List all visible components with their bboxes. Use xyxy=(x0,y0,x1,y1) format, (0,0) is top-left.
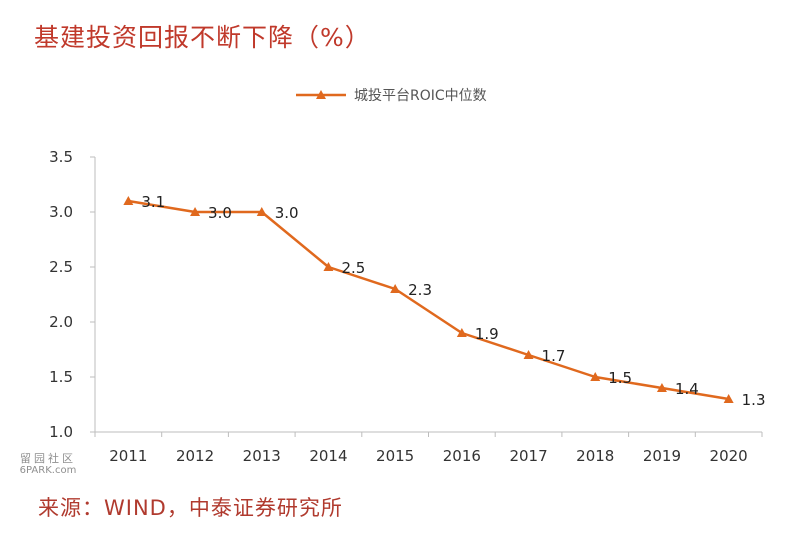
data-label: 2.5 xyxy=(341,259,365,277)
x-tick-label: 2013 xyxy=(243,447,281,465)
data-label: 1.3 xyxy=(742,391,766,409)
data-point-marker xyxy=(390,284,401,293)
data-label: 1.5 xyxy=(608,369,632,387)
x-tick-label: 2017 xyxy=(509,447,547,465)
data-label: 1.4 xyxy=(675,380,699,398)
data-point-marker xyxy=(323,262,334,271)
x-tick-label: 2018 xyxy=(576,447,614,465)
data-point-marker xyxy=(190,207,201,216)
data-label: 1.9 xyxy=(475,325,499,343)
y-tick-label: 1.5 xyxy=(49,368,73,386)
data-point-marker xyxy=(723,394,734,403)
data-point-marker xyxy=(256,207,267,216)
data-point-marker xyxy=(590,372,601,381)
source-note: 来源：WIND，中泰证券研究所 xyxy=(38,496,343,520)
legend-marker-swatch xyxy=(316,90,326,99)
chart-series: 3.1 3.0 3.0 2.5 2.3 1.9 1.7 1.5 1.4 1.3 xyxy=(123,193,766,409)
y-tick-label: 2.0 xyxy=(49,313,73,331)
x-tick-label: 2015 xyxy=(376,447,414,465)
data-label: 3.1 xyxy=(141,193,165,211)
y-tick-label: 2.5 xyxy=(49,258,73,276)
x-tick-label: 2014 xyxy=(309,447,347,465)
y-tick-label: 3.5 xyxy=(49,148,73,166)
legend-label: 城投平台ROIC中位数 xyxy=(354,88,487,104)
chart-axes: 3.5 3.0 2.5 2.0 1.5 1.0 2011 2012 2013 2014 2015 20… xyxy=(49,148,763,465)
x-tick-label: 2011 xyxy=(109,447,147,465)
legend: 城投平台ROIC中位数 xyxy=(296,88,487,104)
x-tick-label: 2020 xyxy=(710,447,748,465)
y-tick-label: 3.0 xyxy=(49,203,73,221)
data-label: 3.0 xyxy=(208,204,232,222)
x-tick-label: 2012 xyxy=(176,447,214,465)
data-label: 2.3 xyxy=(408,281,432,299)
data-point-marker xyxy=(123,196,134,205)
data-point-marker xyxy=(656,383,667,392)
data-point-marker xyxy=(456,328,467,337)
watermark: 留园社区 6PARK.com xyxy=(8,452,88,477)
series-line xyxy=(128,199,729,401)
watermark-line1: 留园社区 xyxy=(20,452,76,465)
x-tick-label: 2016 xyxy=(443,447,481,465)
data-label: 1.7 xyxy=(542,347,566,365)
watermark-line2: 6PARK.com xyxy=(19,465,77,477)
data-point-marker xyxy=(523,350,534,359)
x-tick-label: 2019 xyxy=(643,447,681,465)
y-tick-label: 1.0 xyxy=(49,423,73,441)
data-label: 3.0 xyxy=(275,204,299,222)
chart-title: 基建投资回报不断下降（%） xyxy=(34,23,371,52)
